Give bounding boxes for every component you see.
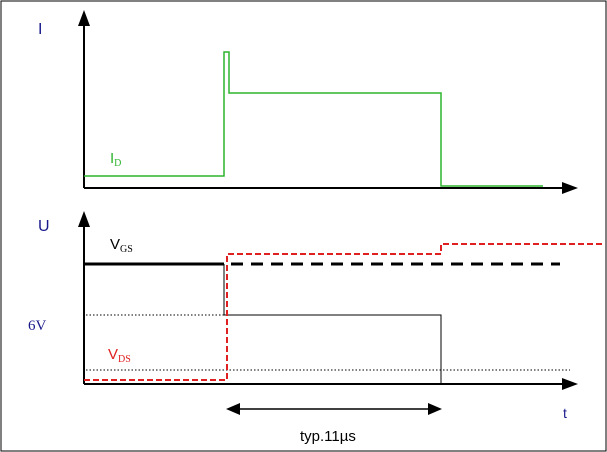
bottom-panel: U t VGS 6V VDS typ.11µs bbox=[28, 211, 604, 445]
bottom-x-axis-label: t bbox=[563, 405, 567, 421]
bottom-y-axis-label: U bbox=[38, 218, 50, 235]
top-panel: I ID bbox=[38, 10, 578, 194]
drain-current-label: ID bbox=[110, 150, 121, 169]
bottom-x-axis-arrow bbox=[562, 378, 578, 390]
vgs-plateau-step bbox=[223, 264, 442, 384]
threshold-voltage-label: 6V bbox=[28, 318, 47, 334]
top-x-axis-arrow bbox=[562, 182, 578, 194]
vgs-label: VGS bbox=[110, 236, 133, 255]
top-y-axis-label: I bbox=[38, 21, 42, 38]
vds-label: VDS bbox=[108, 346, 131, 365]
drain-current-trace bbox=[84, 51, 543, 187]
top-y-axis-arrow bbox=[78, 10, 90, 26]
vds-trace bbox=[84, 243, 604, 381]
bottom-y-axis-arrow bbox=[78, 211, 90, 227]
duration-label: typ.11µs bbox=[300, 428, 356, 445]
duration-arrow-left bbox=[226, 403, 240, 415]
duration-arrow-right bbox=[428, 403, 442, 415]
